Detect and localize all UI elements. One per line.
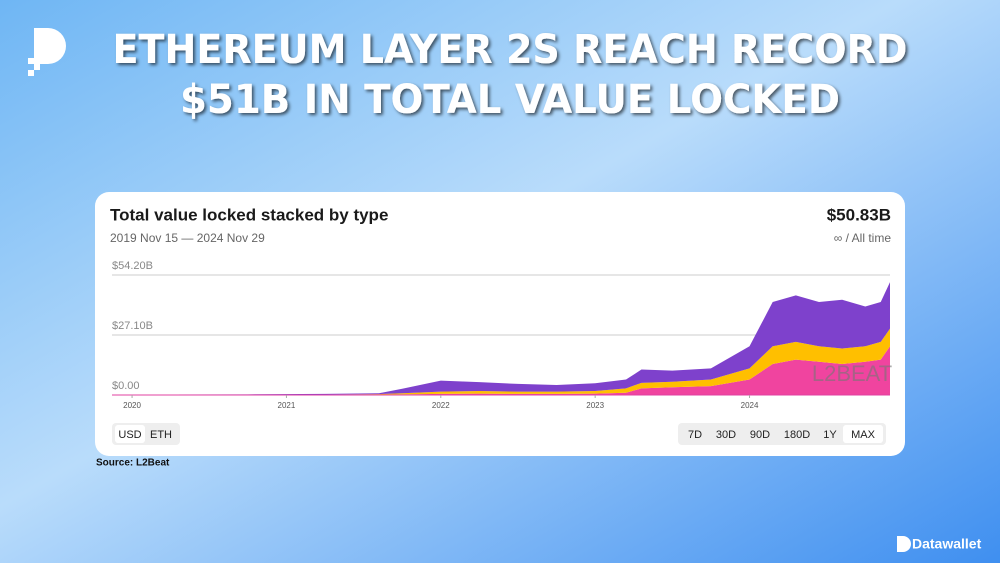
- chart-title: Total value locked stacked by type: [110, 205, 388, 224]
- brand-logo: [897, 536, 911, 552]
- button[interactable]: USD: [118, 429, 141, 441]
- headline: $51B IN TOTAL VALUE LOCKED: [180, 77, 840, 123]
- button[interactable]: 180D: [784, 429, 810, 441]
- x-tick-label: 2020: [123, 401, 141, 410]
- button[interactable]: 7D: [688, 429, 702, 441]
- y-tick-label: $54.20B: [112, 260, 153, 272]
- logo: [28, 28, 66, 76]
- button[interactable]: MAX: [851, 429, 876, 441]
- button[interactable]: ETH: [150, 429, 172, 441]
- x-tick-label: 2023: [586, 401, 604, 410]
- total-value: $50.83B: [827, 205, 891, 224]
- button-selected: [843, 425, 883, 443]
- controls: USD ETH 7D 30D 90D 180D 1Y MAX: [112, 423, 886, 445]
- button[interactable]: 1Y: [823, 429, 837, 441]
- plot: $0.00 $27.10B $54.20B 2020 2021 2022 2023 2024: [112, 260, 890, 410]
- button-selected: [115, 425, 145, 443]
- x-tick-label: 2022: [432, 401, 450, 410]
- button[interactable]: 30D: [716, 429, 736, 441]
- y-tick-label: $0.00: [112, 380, 140, 392]
- watermark: L2BEAT: [812, 361, 892, 386]
- brand: Datawallet: [912, 536, 982, 552]
- button[interactable]: 90D: [750, 429, 770, 441]
- source: Source: L2Beat: [96, 458, 170, 469]
- y-tick-label: $27.10B: [112, 320, 153, 332]
- button-group: [678, 423, 886, 445]
- chart-subtitle: 2019 Nov 15 — 2024 Nov 29: [110, 231, 265, 245]
- x-tick-label: 2021: [278, 401, 296, 410]
- range-label: ∞ / All time: [834, 231, 892, 245]
- x-tick-label: 2024: [741, 401, 759, 410]
- area-series: [112, 346, 890, 395]
- headline: ETHEREUM LAYER 2S REACH RECORD: [113, 27, 908, 73]
